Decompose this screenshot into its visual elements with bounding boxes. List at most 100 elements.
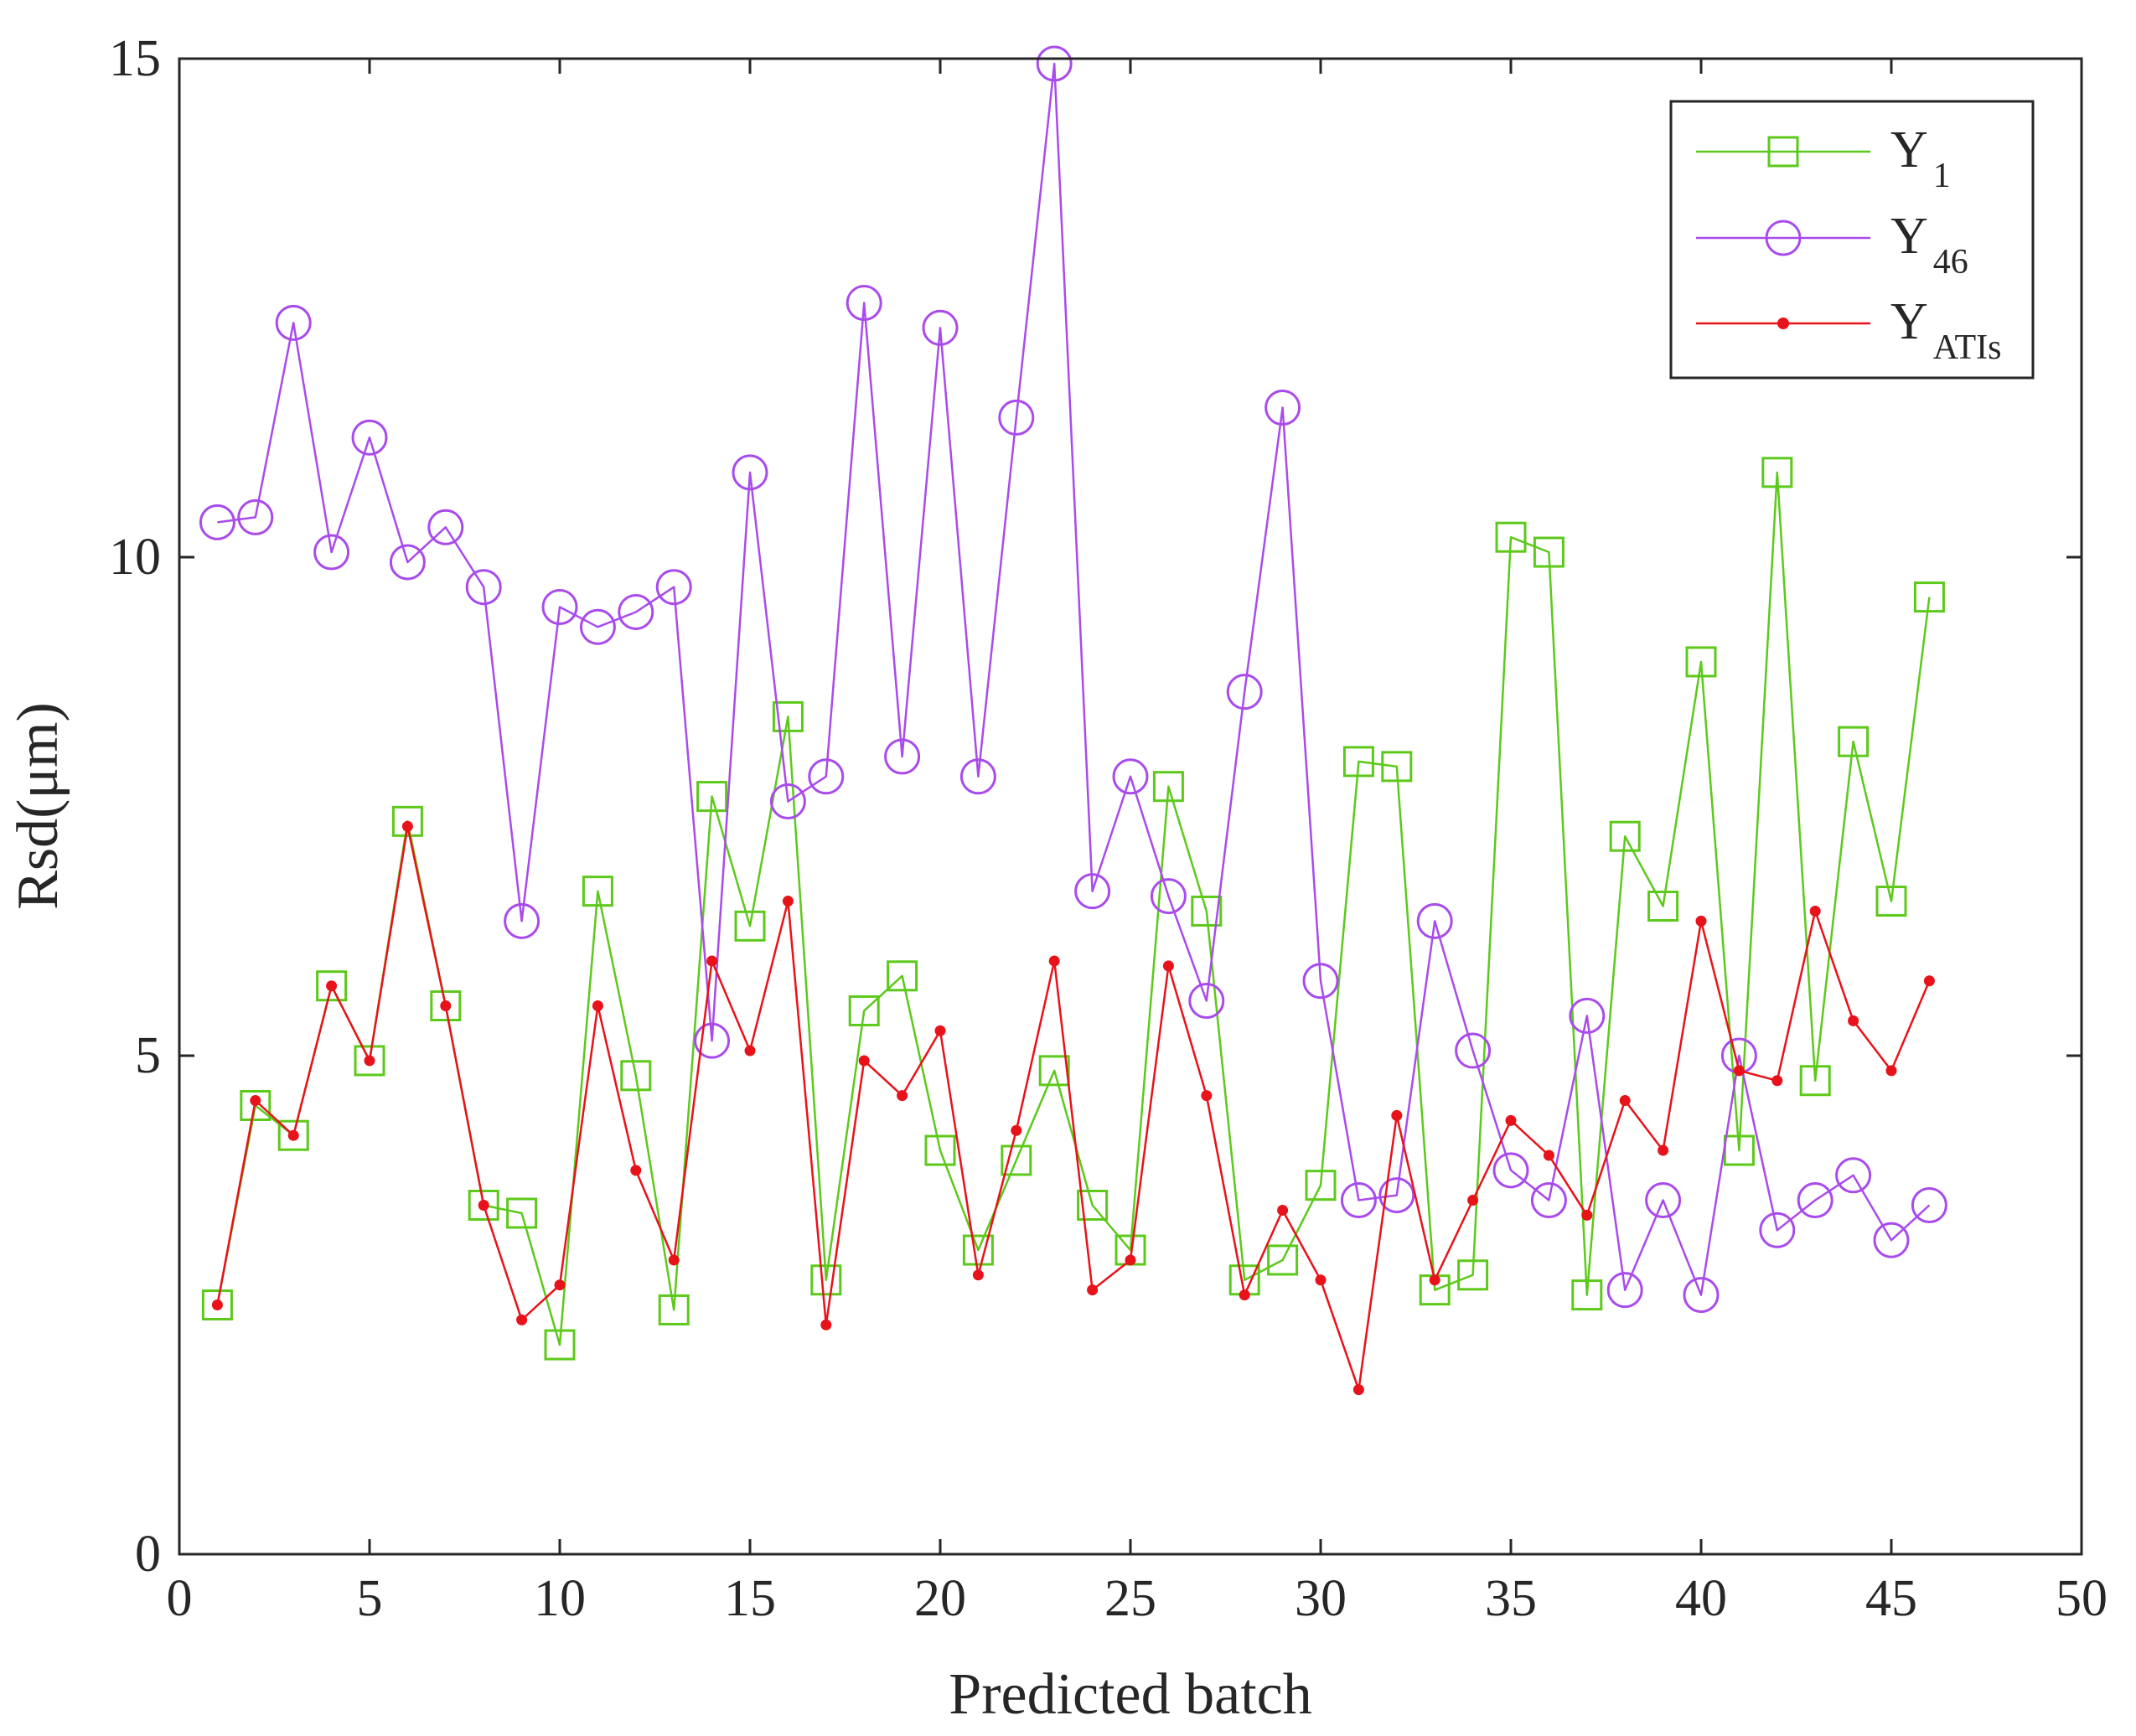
data-point-Y46 [769,783,806,820]
y-tick-label: 5 [135,1027,161,1084]
y-tick-label: 10 [109,529,161,586]
data-point-Y1 [1533,536,1565,568]
data-point-Y46 [427,509,464,545]
data-point-Y1 [696,781,728,813]
data-point-Y1 [1761,457,1793,488]
data-point-Y1 [1381,751,1413,783]
data-point-Y1 [1609,820,1641,852]
data-point-Y1 [582,876,613,907]
data-point-Y46 [1340,1182,1377,1219]
data-point-Y1 [848,995,880,1026]
series-line-Y46 [217,62,1931,1296]
data-point-Y1 [544,1329,576,1361]
data-point-YATIs [250,1095,261,1107]
data-point-Y1 [1875,886,1907,917]
data-point-YATIs [668,1254,680,1266]
x-tick-label: 30 [1295,1570,1347,1627]
data-point-Y1 [810,1264,842,1296]
data-point-YATIs [1162,960,1174,972]
data-point-Y46 [1606,1272,1643,1309]
series-line-YATIs [216,825,1931,1391]
y-tick-label: 15 [109,30,161,87]
data-point-Y46 [389,544,426,581]
data-point-YATIs [1543,1150,1554,1161]
data-point-Y46 [1530,1182,1567,1219]
data-point-YATIs [478,1200,489,1211]
data-point-YATIs [1809,905,1821,917]
data-point-Y46 [1112,758,1149,795]
data-point-Y1 [1685,646,1717,678]
data-point-YATIs [1087,1284,1099,1296]
data-point-Y46 [541,589,578,625]
x-tick-label: 15 [724,1570,776,1627]
legend: Y 1Y 46Y ATIs [1669,100,2035,380]
legend-label-subscript: 46 [1933,243,1968,282]
legend-label-subscript: 1 [1933,157,1951,195]
data-point-YATIs [326,980,338,992]
data-point-YATIs [706,955,718,967]
data-point-Y46 [313,534,350,571]
legend-item-Y46: Y 46 [1696,208,1968,282]
data-point-YATIs [1467,1195,1479,1206]
data-point-Y1 [1305,1170,1337,1201]
data-point-Y46 [1265,390,1301,426]
legend-label-YATIs: Y ATIs [1890,293,2001,367]
data-point-Y46 [199,504,235,540]
data-point-Y46 [1150,878,1187,915]
data-point-YATIs [1505,1114,1517,1126]
ticks-layer: 0 5 10 15 20 25 30 35 40 45 50 0 5 10 15 [109,30,2108,1627]
data-point-Y46 [1188,983,1225,1020]
data-point-YATIs [1201,1090,1213,1102]
data-point-YATIs [364,1055,375,1067]
data-point-Y46 [1455,1032,1492,1069]
data-point-YATIs [1695,915,1707,927]
series-line-Y1 [216,471,1931,1346]
data-point-Y1 [1799,1065,1831,1097]
data-point-YATIs [1277,1204,1289,1216]
data-point-Y1 [1838,726,1870,757]
data-point-Y46 [1873,1222,1910,1258]
data-point-Y46 [1226,674,1263,710]
data-point-Y46 [275,304,312,341]
legend-label-base: Y [1890,121,1928,178]
data-point-YATIs [401,820,413,832]
data-point-Y1 [354,1045,385,1077]
x-tick-label: 45 [1865,1570,1917,1627]
x-tick-label: 40 [1675,1570,1727,1627]
legend-marker-Y46 [1765,220,1802,256]
data-point-Y46 [884,738,921,775]
data-point-YATIs [1048,955,1060,967]
data-point-YATIs [858,1055,870,1067]
data-point-Y46 [808,758,845,795]
data-point-Y46 [846,285,882,322]
data-point-Y1 [430,990,462,1021]
data-point-YATIs [287,1129,299,1141]
data-point-YATIs [972,1269,984,1281]
x-tick-label: 0 [167,1570,193,1627]
data-point-Y1 [924,1134,956,1166]
data-point-Y46 [655,569,692,606]
data-point-YATIs [440,1000,452,1011]
data-point-Y1 [506,1197,538,1229]
legend-label-base: Y [1890,293,1928,350]
data-point-Y46 [1797,1182,1833,1219]
data-point-Y1 [1152,771,1184,803]
legend-item-YATIs: Y ATIs [1696,293,2001,367]
x-tick-label: 35 [1485,1570,1537,1627]
data-point-Y1 [734,910,766,942]
data-point-Y1 [391,805,423,837]
data-point-Y46 [998,399,1035,436]
legend-label-base: Y [1890,208,1928,265]
data-point-YATIs [516,1314,528,1325]
data-point-Y46 [1378,1177,1415,1214]
x-tick-label: 20 [914,1570,966,1627]
data-point-Y46 [1492,1152,1529,1189]
data-point-YATIs [820,1319,832,1330]
data-point-YATIs [1391,1109,1403,1121]
data-point-YATIs [1658,1144,1669,1156]
data-point-Y46 [922,309,959,346]
data-point-Y1 [962,1234,994,1266]
data-point-Y1 [1647,891,1679,922]
y-axis-title: Rsd(μm) [6,702,70,910]
